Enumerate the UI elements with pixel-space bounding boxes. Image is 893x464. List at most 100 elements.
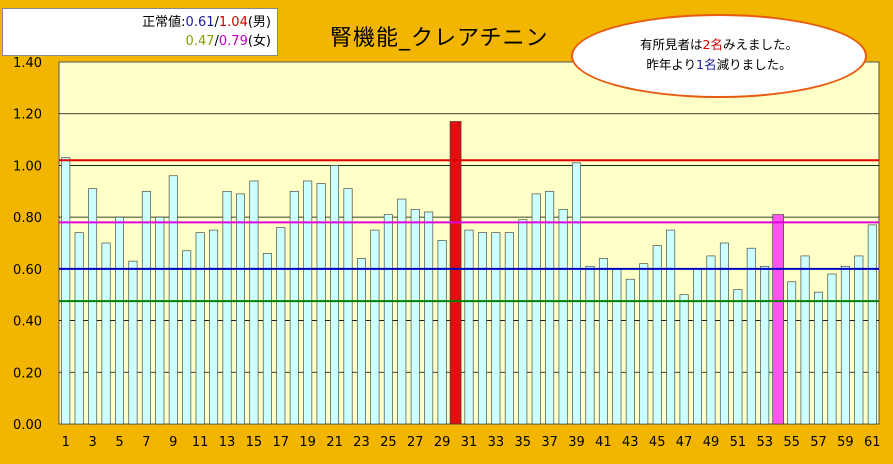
legend-male-low: 0.61	[185, 15, 215, 30]
x-tick-label: 23	[353, 435, 370, 450]
bar	[316, 183, 326, 425]
bar	[330, 165, 340, 425]
callout-line-1: 有所見者は2名みえました。	[573, 35, 865, 55]
bar	[101, 242, 111, 425]
legend-male-high: 1.04	[218, 15, 248, 30]
bar	[236, 193, 245, 425]
x-tick-label: 59	[837, 435, 854, 450]
x-tick-label: 53	[756, 435, 773, 450]
callout-text: 昨年より	[646, 57, 697, 72]
bar	[666, 229, 676, 425]
x-tick-label: 33	[488, 435, 505, 450]
bar	[155, 216, 165, 425]
legend-female-high: 0.79	[218, 34, 248, 49]
bar	[706, 255, 716, 425]
bar	[639, 263, 649, 425]
x-tick-label: 15	[246, 435, 263, 450]
bar	[746, 247, 756, 425]
bar	[827, 273, 837, 425]
x-tick-label: 27	[407, 435, 424, 450]
x-tick-label: 31	[461, 435, 478, 450]
bar	[195, 232, 205, 425]
bar	[693, 268, 702, 425]
bar	[612, 268, 622, 425]
x-tick-label: 57	[810, 435, 827, 450]
x-tick-label: 45	[649, 435, 666, 450]
bar	[814, 291, 823, 425]
bar	[383, 214, 393, 425]
legend-sep: /	[214, 15, 219, 30]
x-tick-label: 7	[142, 435, 150, 450]
x-tick-label: 29	[434, 435, 451, 450]
x-tick-label: 25	[380, 435, 397, 450]
legend-female-low: 0.47	[185, 34, 215, 49]
x-tick-label: 1	[62, 435, 70, 450]
bar	[840, 265, 850, 425]
bar	[518, 219, 528, 425]
y-tick-label: 1.20	[13, 108, 42, 123]
bar	[74, 232, 84, 425]
x-tick-label: 55	[783, 435, 800, 450]
bar	[303, 180, 313, 425]
y-tick-label: 1.40	[13, 56, 42, 71]
legend-female-tag: (女)	[247, 34, 271, 49]
x-tick-label: 11	[192, 435, 209, 450]
legend-label: 正常値:	[142, 15, 186, 30]
bar	[262, 253, 272, 425]
findings-callout: 有所見者は2名みえました。 昨年より1名減りました。	[571, 14, 867, 98]
bar	[800, 255, 810, 425]
bar	[356, 258, 366, 425]
x-tick-label: 35	[514, 435, 531, 450]
bars	[61, 121, 877, 425]
bar	[222, 190, 232, 425]
legend-sep: /	[214, 34, 219, 49]
bar	[424, 211, 434, 425]
callout-text: 減りました。	[716, 57, 792, 72]
bar	[572, 162, 582, 425]
bar	[182, 250, 192, 425]
bar	[787, 281, 797, 425]
bar	[249, 180, 259, 425]
x-tick-label: 17	[273, 435, 290, 450]
x-tick-label: 21	[326, 435, 343, 450]
bar	[289, 190, 299, 425]
x-tick-label: 3	[88, 435, 96, 450]
bar	[88, 188, 98, 425]
x-tick-label: 43	[622, 435, 639, 450]
bar	[397, 198, 407, 425]
bar	[598, 258, 608, 425]
bar	[464, 229, 474, 425]
bar	[128, 260, 138, 425]
x-tick-label: 47	[676, 435, 693, 450]
x-tick-label: 39	[568, 435, 585, 450]
x-tick-label: 13	[219, 435, 236, 450]
callout-text: みえました。	[722, 37, 798, 52]
y-tick-label: 0.80	[13, 211, 42, 226]
legend-male-tag: (男)	[247, 15, 271, 30]
x-tick-label: 61	[864, 435, 881, 450]
bar	[449, 121, 462, 425]
legend-female-row: 0.47/0.79(女)	[3, 32, 271, 51]
bar	[141, 190, 151, 425]
normal-range-legend: 正常値:0.61/1.04(男) 0.47/0.79(女)	[2, 8, 278, 56]
bar	[343, 188, 353, 425]
y-tick-label: 0.40	[13, 315, 42, 330]
bar	[61, 157, 71, 425]
x-tick-label: 9	[169, 435, 177, 450]
chart-title: 腎機能_クレアチニン	[330, 26, 549, 51]
bar	[652, 245, 662, 425]
callout-text: 有所見者は	[640, 37, 703, 52]
bar	[545, 190, 555, 425]
x-tick-label: 5	[115, 435, 123, 450]
bar	[679, 294, 689, 425]
bar	[772, 214, 784, 425]
bar	[625, 278, 635, 425]
x-tick-label: 19	[299, 435, 316, 450]
bar	[370, 229, 380, 425]
bar	[854, 255, 864, 425]
x-axis-ticks: 1 3 5 7 9 11 13 15 17 19 21 23 25 27 29 31 33 35 37 39 41 43 4…	[62, 435, 881, 450]
y-tick-label: 0.00	[13, 418, 42, 433]
x-tick-label: 41	[595, 435, 612, 450]
